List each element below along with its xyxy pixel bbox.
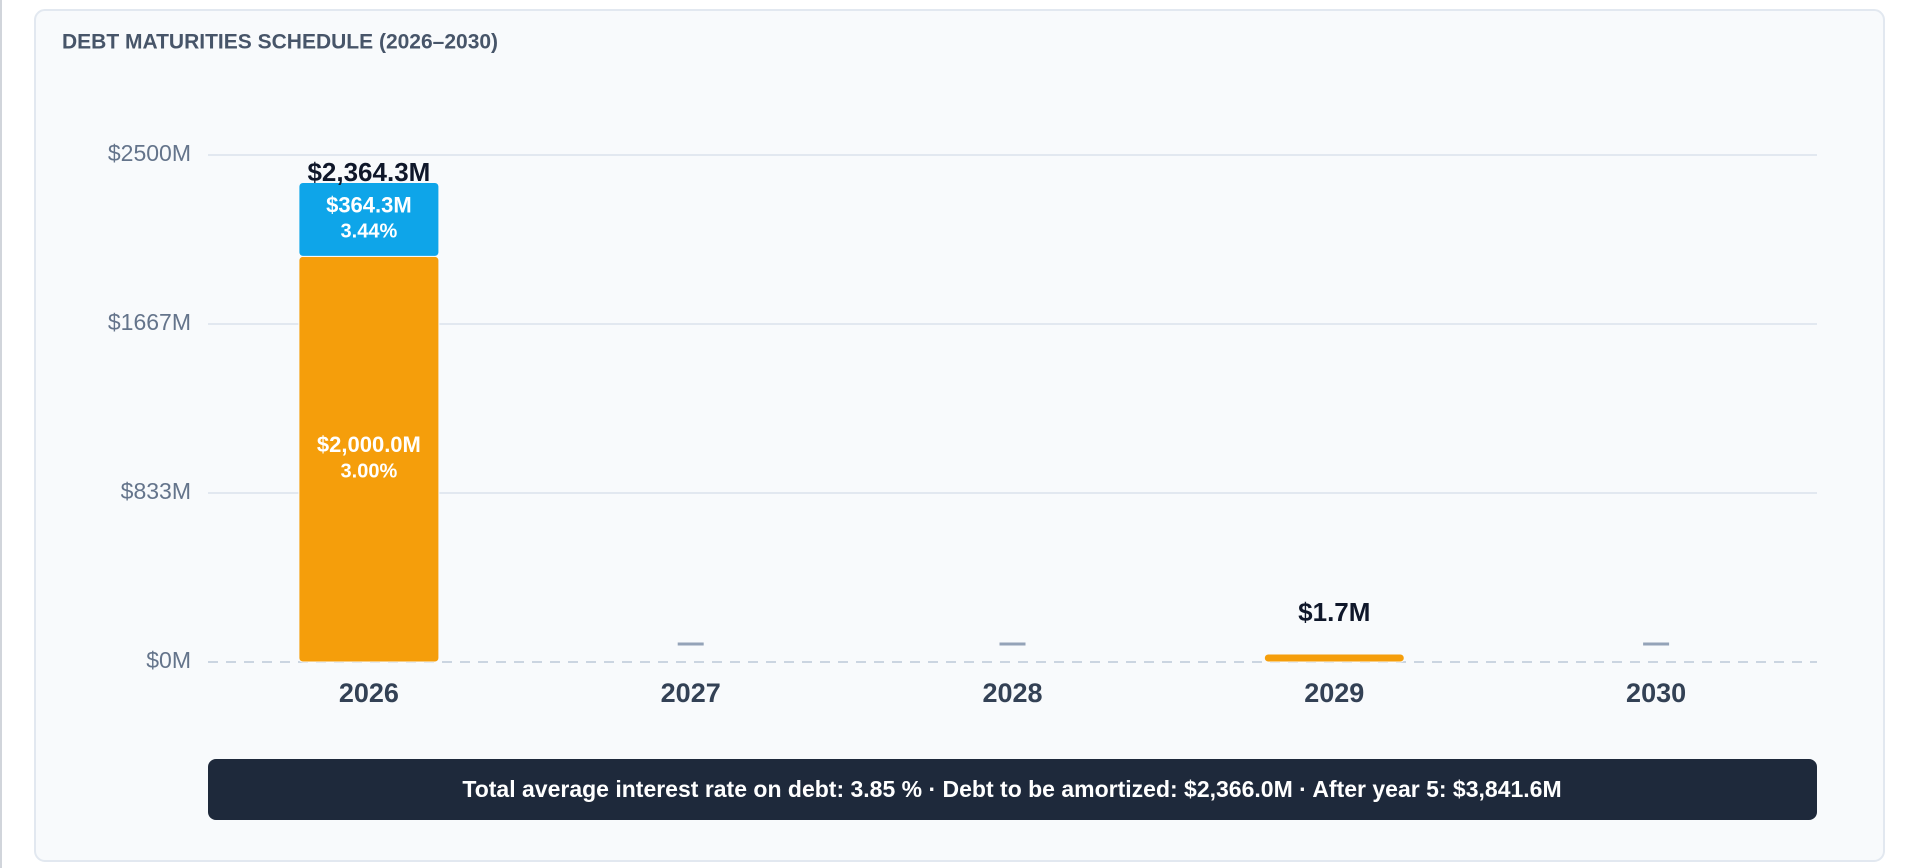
total-label: $2,364.3M xyxy=(307,157,430,187)
footer-text: Total average interest rate on debt: 3.8… xyxy=(462,776,1561,802)
footer-box xyxy=(208,759,1817,820)
segment-label: $364.3M xyxy=(326,192,412,217)
x-tick-label: 2029 xyxy=(1304,678,1364,708)
y-tick-label: $2500M xyxy=(108,140,191,166)
segment-rate: 3.00% xyxy=(341,460,398,482)
y-tick-label: $833M xyxy=(121,478,191,504)
x-tick-label: 2026 xyxy=(339,678,399,708)
segment-rate: 3.44% xyxy=(341,221,398,243)
card xyxy=(34,9,1885,862)
page-edge xyxy=(0,0,2,868)
bar-segment xyxy=(298,255,440,663)
total-label: $1.7M xyxy=(1298,597,1370,627)
bar-segment xyxy=(298,182,440,257)
x-tick-label: 2027 xyxy=(661,678,721,708)
chart-title: DEBT MATURITIES SCHEDULE (2026–2030) xyxy=(62,31,498,54)
segment-label: $2,000.0M xyxy=(317,432,421,457)
x-tick-label: 2028 xyxy=(982,678,1042,708)
bar-segment xyxy=(1263,653,1405,663)
x-tick-label: 2030 xyxy=(1626,678,1686,708)
y-tick-label: $0M xyxy=(146,647,191,673)
y-tick-label: $1667M xyxy=(108,309,191,335)
